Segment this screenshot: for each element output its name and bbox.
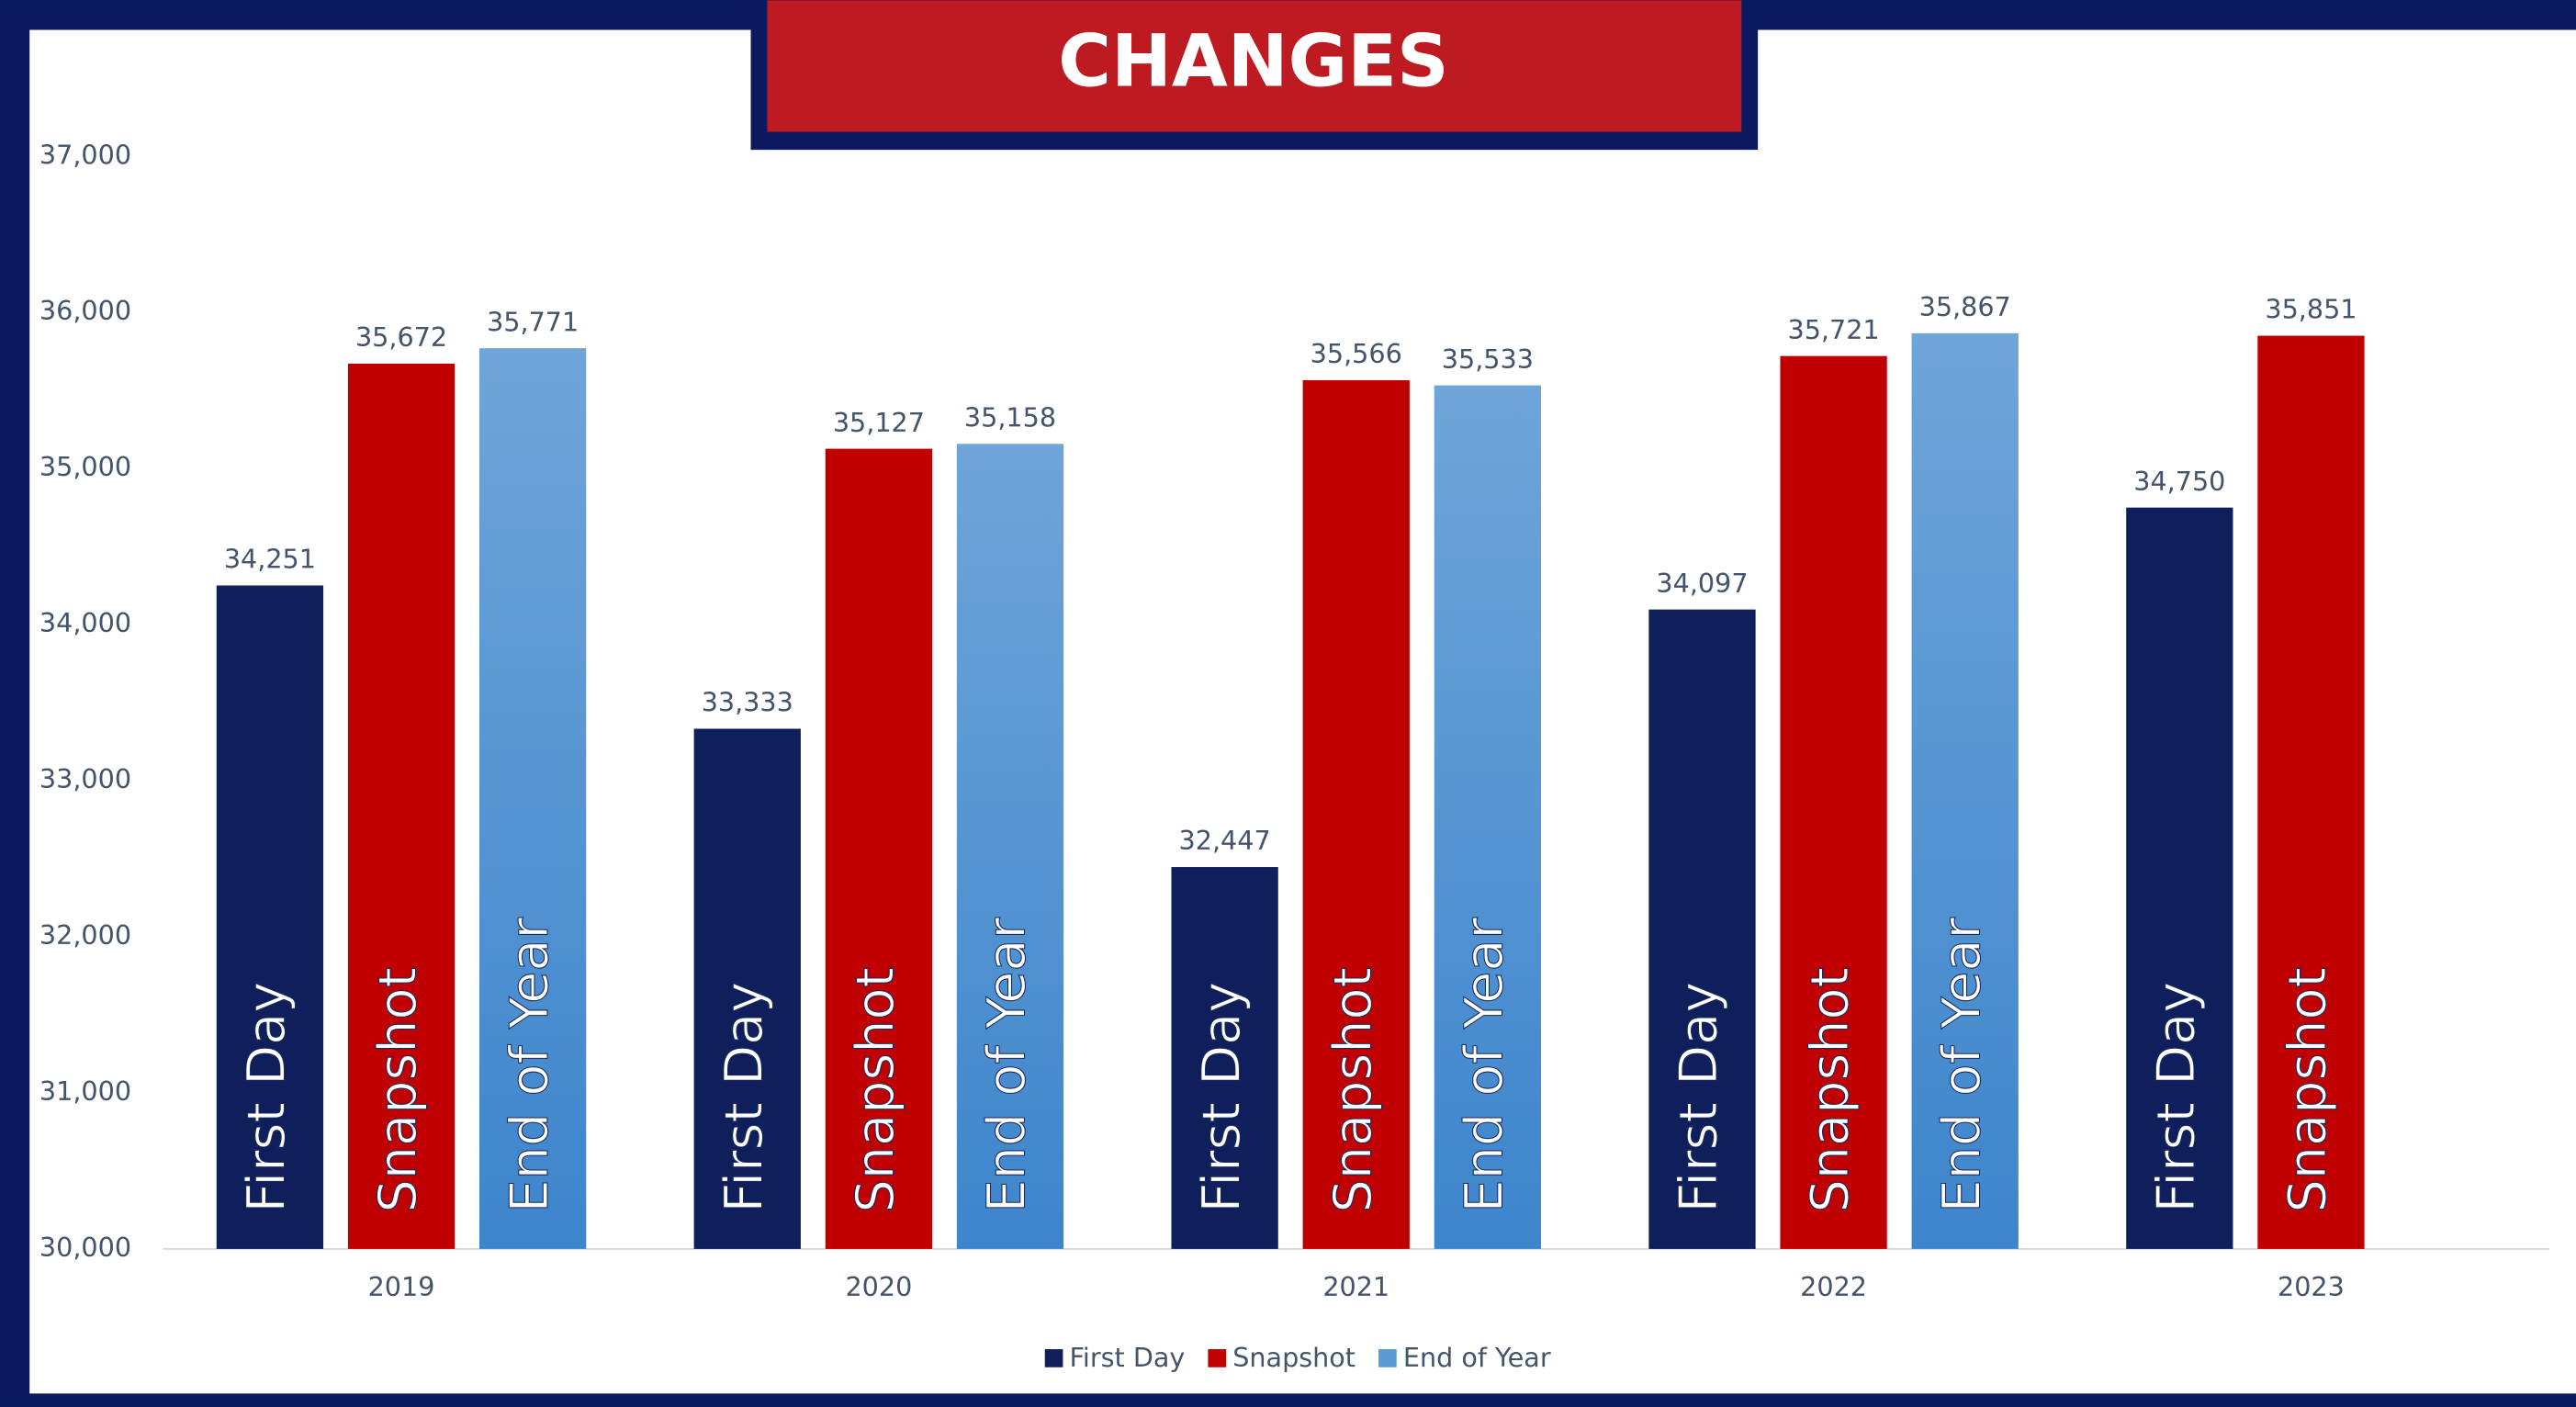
- y-tick-label: 37,000: [39, 139, 131, 170]
- bar-series-label: First Day: [1191, 982, 1252, 1213]
- legend-swatch: [1208, 1349, 1227, 1368]
- bar-series-label: End of Year: [977, 917, 1038, 1213]
- bar-series-label: First Day: [2146, 982, 2207, 1213]
- bar: [1302, 379, 1410, 1249]
- bar: [956, 444, 1064, 1249]
- bar: [1780, 355, 1887, 1249]
- bar: [1171, 867, 1278, 1249]
- value-label: 33,333: [702, 687, 793, 718]
- y-tick-label: 35,000: [39, 451, 131, 482]
- y-tick-label: 34,000: [39, 607, 131, 638]
- bar: [693, 728, 801, 1249]
- legend-swatch: [1044, 1349, 1063, 1368]
- value-label: 35,566: [1310, 338, 1402, 369]
- legend-label: End of Year: [1403, 1342, 1551, 1373]
- bar-series-label: First Day: [714, 982, 774, 1213]
- bar: [479, 348, 587, 1249]
- bar: [1911, 332, 2019, 1249]
- bar-series-label: End of Year: [1454, 917, 1514, 1213]
- value-label: 32,447: [1179, 825, 1271, 856]
- bar: [216, 585, 324, 1249]
- x-tick-label: 2019: [368, 1271, 435, 1302]
- bar-series-label: Snapshot: [1322, 967, 1383, 1213]
- value-label: 35,851: [2265, 294, 2357, 325]
- x-tick-label: 2020: [845, 1271, 912, 1302]
- value-label: 35,867: [1919, 291, 2011, 322]
- legend-swatch: [1378, 1349, 1397, 1368]
- y-tick-label: 30,000: [39, 1232, 131, 1263]
- x-tick-label: 2021: [1322, 1271, 1389, 1302]
- value-label: 35,158: [964, 402, 1056, 433]
- value-label: 35,721: [1788, 314, 1880, 345]
- x-tick-label: 2023: [2278, 1271, 2345, 1302]
- value-label: 35,672: [355, 321, 447, 353]
- bar-series-label: First Day: [1669, 982, 1729, 1213]
- bar-series-label: Snapshot: [1800, 967, 1861, 1213]
- bar-series-label: Snapshot: [846, 967, 906, 1213]
- bar: [2126, 507, 2233, 1249]
- y-tick-label: 31,000: [39, 1075, 131, 1107]
- value-label: 35,533: [1442, 343, 1534, 375]
- bar: [347, 363, 456, 1249]
- value-label: 35,127: [833, 407, 925, 438]
- bar-series-label: First Day: [237, 982, 298, 1213]
- title-box: [767, 0, 1742, 132]
- x-tick-label: 2022: [1800, 1271, 1867, 1302]
- y-tick-label: 36,000: [39, 295, 131, 326]
- legend-label: Snapshot: [1232, 1342, 1355, 1373]
- bar: [1648, 609, 1756, 1249]
- bar: [825, 448, 933, 1249]
- value-label: 35,771: [487, 306, 579, 337]
- value-label: 34,750: [2133, 466, 2225, 497]
- value-label: 34,097: [1656, 568, 1748, 599]
- legend-label: First Day: [1070, 1342, 1186, 1373]
- bar: [2257, 335, 2365, 1249]
- bar-series-label: Snapshot: [368, 967, 429, 1213]
- y-tick-label: 33,000: [39, 763, 131, 794]
- chart-title: CHANGES: [1058, 18, 1448, 103]
- value-label: 34,251: [224, 544, 316, 575]
- bar: [1434, 385, 1541, 1249]
- bar-series-label: Snapshot: [2278, 967, 2338, 1213]
- y-tick-label: 32,000: [39, 919, 131, 951]
- bar-series-label: End of Year: [1931, 917, 1992, 1213]
- bar-series-label: End of Year: [500, 917, 560, 1213]
